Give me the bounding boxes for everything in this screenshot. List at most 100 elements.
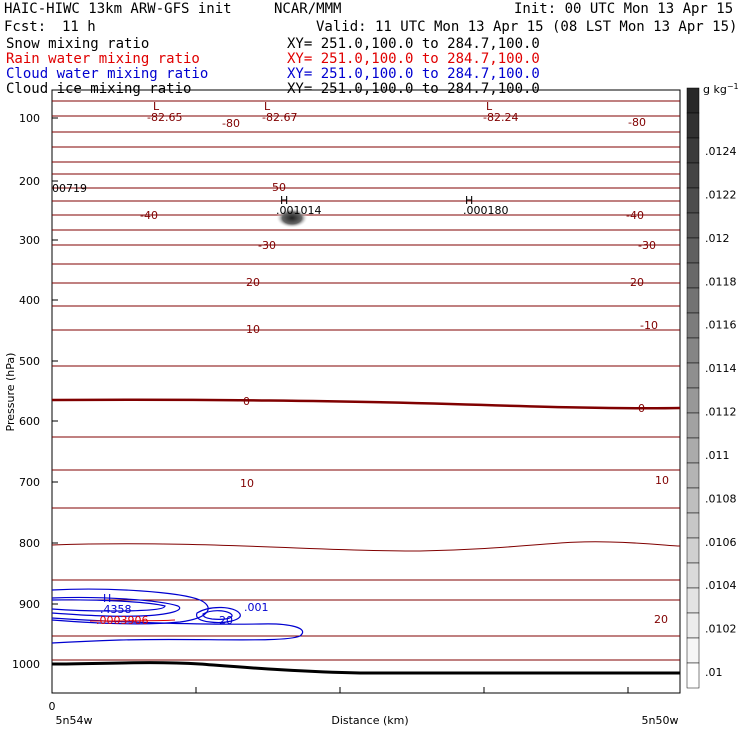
x-tick-marks — [51, 687, 629, 693]
isotherm-label: 10 — [655, 474, 669, 487]
colorbar-label: .0108 — [705, 492, 737, 505]
colorbar-swatch — [686, 437, 700, 464]
isotherm-label: -10 — [242, 323, 260, 336]
isotherm-label: 0 — [243, 395, 250, 408]
field-xy-cloud-water: XY= 251.0,100.0 to 284.7,100.0 — [287, 66, 540, 82]
colorbar-label: .0122 — [705, 188, 737, 201]
x-axis-label: Distance (km) — [331, 714, 408, 727]
colorbar-swatch — [686, 512, 700, 539]
colorbar-swatch — [686, 162, 700, 189]
isotherm-label: -50 — [268, 181, 286, 194]
low-marker: L — [153, 100, 160, 113]
freezing-level-line — [51, 398, 681, 410]
field-name-snow: Snow mixing ratio — [6, 36, 150, 52]
high-value: .001014 — [276, 204, 322, 217]
colorbar-swatch — [686, 337, 700, 364]
field-xy-cloud-ice: XY= 251.0,100.0 to 284.7,100.0 — [287, 81, 540, 97]
colorbar-swatch — [686, 587, 700, 614]
colorbar-label: .01 — [705, 666, 723, 679]
colorbar-label: .0102 — [705, 623, 737, 636]
x-endpoint-right: 5n50w — [642, 714, 679, 727]
field-name-cloud-water: Cloud water mixing ratio — [6, 66, 209, 82]
isotherm-label: 20 — [654, 613, 668, 626]
y-tick-label: 700 — [19, 476, 40, 489]
colorbar-swatch — [686, 187, 700, 214]
isotherm-label: -80 — [222, 117, 240, 130]
colorbar-label: .012 — [705, 232, 730, 245]
colorbar — [686, 87, 700, 689]
cloud-water-inner: 20 — [219, 614, 233, 627]
y-axis-label: Pressure (hPa) — [4, 353, 17, 432]
colorbar-swatch — [686, 212, 700, 239]
colorbar-swatch — [686, 462, 700, 489]
cloud-water-label: .001 — [244, 601, 269, 614]
terrain-line — [51, 661, 680, 675]
y-tick-label: 1000 — [12, 658, 40, 671]
colorbar-swatch — [686, 137, 700, 164]
x-endpoint-left: 5n54w — [56, 714, 93, 727]
isotherm-label: -40 — [140, 209, 158, 222]
y-tick-label: 600 — [19, 415, 40, 428]
rain-contour — [89, 619, 176, 622]
colorbar-label: .0114 — [705, 362, 737, 375]
high-value: .4358 — [100, 603, 132, 616]
colorbar-swatch — [686, 637, 700, 664]
high-value: .000180 — [463, 204, 509, 217]
colorbar-swatch — [686, 487, 700, 514]
y-tick-label: 400 — [19, 294, 40, 307]
cloud-water-contours — [51, 588, 303, 644]
low-marker: L — [264, 100, 271, 113]
isotherm-label: -40 — [626, 209, 644, 222]
colorbar-swatch — [686, 287, 700, 314]
colorbar-swatch — [686, 662, 700, 689]
isotherm-label: 0 — [638, 402, 645, 415]
y-tick-label: 300 — [19, 234, 40, 247]
cloud-ice-blob — [276, 208, 308, 228]
colorbar-swatch — [686, 237, 700, 264]
colorbar-label: .0118 — [705, 275, 737, 288]
colorbar-swatch — [686, 112, 700, 139]
colorbar-swatch — [686, 562, 700, 589]
field-name-cloud-ice: Cloud ice mixing ratio — [6, 81, 192, 97]
high-marker: H — [103, 592, 111, 605]
colorbar-swatch — [686, 412, 700, 439]
field-xy-rain: XY= 251.0,100.0 to 284.7,100.0 — [287, 51, 540, 67]
colorbar-swatch — [686, 312, 700, 339]
colorbar-swatch — [686, 262, 700, 289]
colorbar-swatch — [686, 612, 700, 639]
high-markers: H .001014 H .000180 H .4358 — [100, 194, 509, 616]
isotherm-label: -82.67 — [262, 111, 297, 124]
isotherm-label: 10 — [240, 477, 254, 490]
low-markers: L L L — [153, 100, 493, 113]
isotherm-lines — [51, 100, 681, 661]
isotherm-label: -30 — [638, 239, 656, 252]
fcst-value: 11 h — [62, 19, 96, 35]
y-tick-label: 100 — [19, 112, 40, 125]
rain-label: .0003906 — [96, 614, 149, 627]
left-edge-value: 00719 — [52, 182, 87, 195]
field-xy-snow: XY= 251.0,100.0 to 284.7,100.0 — [287, 36, 540, 52]
colorbar-label: .0124 — [705, 145, 737, 158]
isotherm-label: -80 — [628, 116, 646, 129]
colorbar-unit: g kg−1 — [703, 82, 739, 96]
org-label: NCAR/MMM — [274, 1, 342, 17]
fcst-label: Fcst: — [4, 19, 47, 35]
isotherm-label: -30 — [258, 239, 276, 252]
y-tick-label: 500 — [19, 355, 40, 368]
colorbar-label: .0116 — [705, 319, 737, 332]
colorbar-swatch — [686, 387, 700, 414]
init-time: Init: 00 UTC Mon 13 Apr 15 — [514, 1, 734, 17]
colorbar-label: .0104 — [705, 579, 737, 592]
field-name-rain: Rain water mixing ratio — [6, 51, 200, 67]
plot-frame — [51, 89, 681, 694]
y-tick-label: 900 — [19, 598, 40, 611]
valid-time: Valid: 11 UTC Mon 13 Apr 15 (08 LST Mon … — [316, 19, 738, 35]
high-marker: H — [465, 194, 473, 207]
colorbar-swatch — [686, 537, 700, 564]
y-tick-label: 200 — [19, 175, 40, 188]
colorbar-swatch — [686, 362, 700, 389]
isotherm-label: -20 — [626, 276, 644, 289]
colorbar-label: .011 — [705, 449, 730, 462]
isotherm-label: -82.24 — [483, 111, 518, 124]
